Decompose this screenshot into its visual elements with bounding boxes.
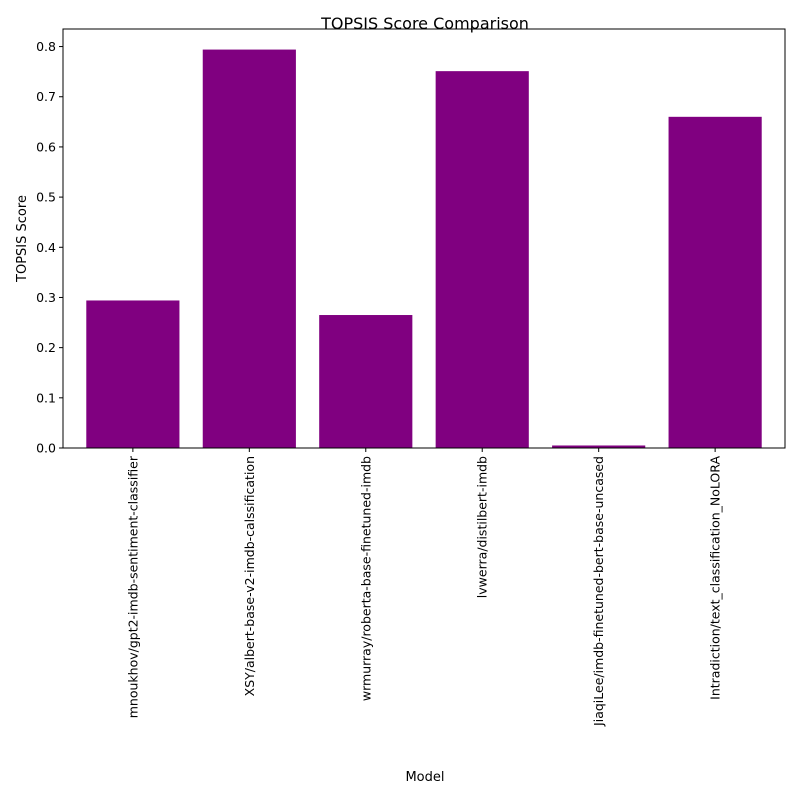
bar (552, 445, 646, 448)
x-axis-ticks: mnoukhov/gpt2-imdb-sentiment-classifier X… (125, 448, 723, 727)
bar (202, 49, 296, 448)
y-tick-label: 0.5 (36, 190, 56, 205)
bar (668, 116, 762, 449)
y-tick-label: 0.1 (36, 390, 56, 405)
bar (319, 315, 413, 448)
x-tick-label: JiaqiLee/imdb-finetuned-bert-base-uncase… (591, 456, 606, 727)
bars-group (86, 49, 762, 449)
y-tick-label: 0.8 (36, 39, 56, 54)
y-tick-label: 0.2 (36, 340, 56, 355)
x-tick-label: XSY/albert-base-v2-imdb-calssification (242, 456, 257, 696)
x-tick-label: mnoukhov/gpt2-imdb-sentiment-classifier (125, 455, 140, 718)
x-tick-label: Intradiction/text_classification_NoLORA (708, 456, 723, 700)
y-axis-ticks: 0.0 0.1 0.2 0.3 0.4 0.5 0.6 0.7 0.8 (36, 39, 63, 456)
y-tick-label: 0.7 (36, 89, 56, 104)
plot-frame (62, 28, 786, 449)
y-tick-label: 0.6 (36, 139, 56, 154)
y-tick-label: 0.0 (36, 441, 56, 456)
x-tick-label: lvwerra/distilbert-imdb (475, 456, 490, 598)
bar (86, 300, 180, 448)
x-tick-label: wrmurray/roberta-base-finetuned-imdb (358, 456, 373, 701)
chart-title: TOPSIS Score Comparison (320, 14, 529, 33)
y-tick-label: 0.4 (36, 240, 56, 255)
x-axis-label: Model (405, 770, 444, 785)
bar (435, 71, 529, 448)
y-tick-label: 0.3 (36, 290, 56, 305)
y-axis-label: TOPSIS Score (15, 195, 30, 283)
